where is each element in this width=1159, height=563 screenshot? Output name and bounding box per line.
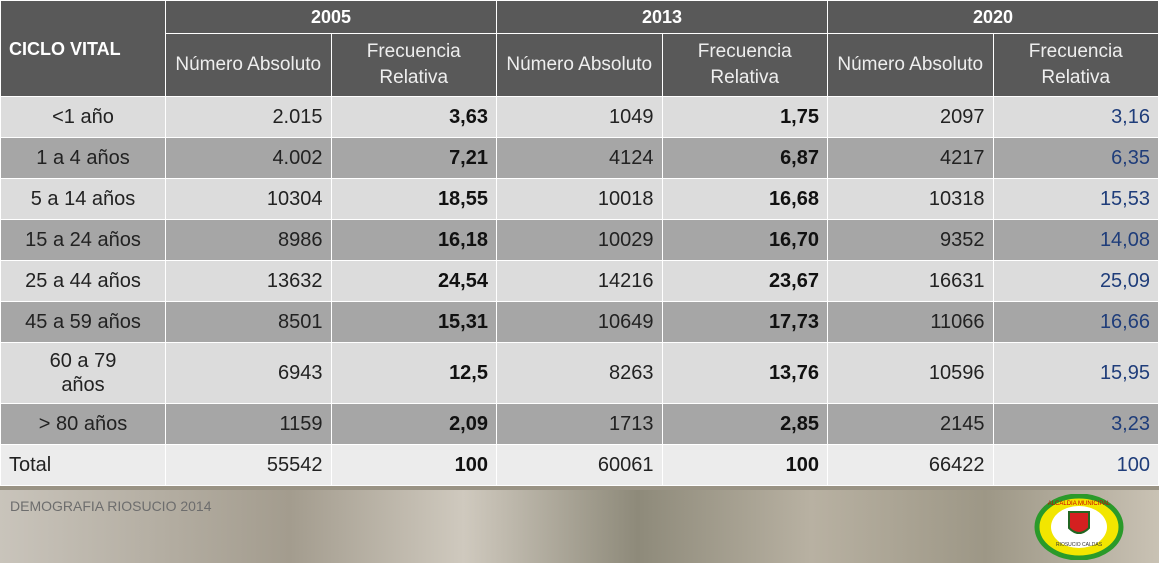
table-row: 25 a 44 años 13632 24,54 14216 23,67 16631 25,… — [0, 260, 1159, 302]
column-header: Frecuencia Relativa — [330, 33, 497, 97]
cell: 18,55 — [330, 178, 497, 220]
logo-text: RIOSUCIO CALDAS — [1056, 542, 1103, 548]
cell: 15,53 — [992, 178, 1159, 220]
table-row: Total 55542 100 60061 100 66422 100 — [0, 444, 1159, 486]
row-label: <1 año — [0, 96, 166, 138]
cell: 16631 — [827, 260, 994, 302]
logo: ALCALDIA MUNICIPAL RIOSUCIO CALDAS — [1034, 494, 1124, 560]
column-header: Número Absoluto — [496, 33, 663, 97]
cell: 100 — [992, 444, 1159, 486]
cell: 4124 — [496, 137, 663, 179]
row-label: > 80 años — [0, 403, 166, 445]
cell: 2097 — [827, 96, 994, 138]
logo-shield — [1068, 511, 1090, 534]
cell: 16,66 — [992, 301, 1159, 343]
table-row: <1 año 2.015 3,63 1049 1,75 2097 3,16 — [0, 96, 1159, 138]
cell: 100 — [330, 444, 497, 486]
cell: 10029 — [496, 219, 663, 261]
table-row: 15 a 24 años 8986 16,18 10029 16,70 9352 14,08 — [0, 219, 1159, 261]
cell: 13,76 — [661, 342, 828, 404]
column-header: Frecuencia Relativa — [992, 33, 1159, 97]
cell: 1713 — [496, 403, 663, 445]
cell: 13632 — [165, 260, 332, 302]
column-header: Frecuencia Relativa — [661, 33, 828, 97]
cell: 3,16 — [992, 96, 1159, 138]
cell: 10304 — [165, 178, 332, 220]
row-label: 45 a 59 años — [0, 301, 166, 343]
row-label: 60 a 79 años — [0, 342, 166, 404]
cell: 24,54 — [330, 260, 497, 302]
row-label: 5 a 14 años — [0, 178, 166, 220]
logo-text: ALCALDIA MUNICIPAL — [1048, 501, 1111, 507]
cell: 4217 — [827, 137, 994, 179]
cell: 3,63 — [330, 96, 497, 138]
cell: 2,85 — [661, 403, 828, 445]
cell: 16,70 — [661, 219, 828, 261]
cell: 14216 — [496, 260, 663, 302]
table-row: 45 a 59 años 8501 15,31 10649 17,73 11066 16,6… — [0, 301, 1159, 343]
header-title: CICLO VITAL — [0, 0, 166, 97]
cell: 55542 — [165, 444, 332, 486]
cell: 8986 — [165, 219, 332, 261]
cell: 6,87 — [661, 137, 828, 179]
cell: 23,67 — [661, 260, 828, 302]
table-row: 1 a 4 años 4.002 7,21 4124 6,87 4217 6,35 — [0, 137, 1159, 179]
demography-table: CICLO VITAL 2005 2013 2020 Número Absoluto… — [0, 0, 1159, 486]
cell: 1,75 — [661, 96, 828, 138]
cell: 6943 — [165, 342, 332, 404]
year-header: 2013 — [496, 0, 828, 34]
table-row: 60 a 79 años 6943 12,5 8263 13,76 10596 15,95 — [0, 342, 1159, 404]
background-photo — [0, 490, 1159, 563]
cell: 2145 — [827, 403, 994, 445]
cell: 15,31 — [330, 301, 497, 343]
year-header: 2005 — [165, 0, 497, 34]
cell: 60061 — [496, 444, 663, 486]
cell: 8263 — [496, 342, 663, 404]
cell: 3,23 — [992, 403, 1159, 445]
cell: 2,09 — [330, 403, 497, 445]
cell: 1049 — [496, 96, 663, 138]
cell: 16,18 — [330, 219, 497, 261]
cell: 6,35 — [992, 137, 1159, 179]
column-header: Número Absoluto — [827, 33, 994, 97]
cell: 9352 — [827, 219, 994, 261]
cell: 1159 — [165, 403, 332, 445]
table-row: 5 a 14 años 10304 18,55 10018 16,68 10318 15,5… — [0, 178, 1159, 220]
cell: 12,5 — [330, 342, 497, 404]
year-header: 2020 — [827, 0, 1159, 34]
cell: 17,73 — [661, 301, 828, 343]
cell: 11066 — [827, 301, 994, 343]
row-label: 1 a 4 años — [0, 137, 166, 179]
cell: 10318 — [827, 178, 994, 220]
cell: 25,09 — [992, 260, 1159, 302]
column-header: Número Absoluto — [165, 33, 332, 97]
cell: 10018 — [496, 178, 663, 220]
cell: 100 — [661, 444, 828, 486]
caption: DEMOGRAFIA RIOSUCIO 2014 — [10, 498, 212, 514]
cell: 14,08 — [992, 219, 1159, 261]
cell: 2.015 — [165, 96, 332, 138]
row-label: 25 a 44 años — [0, 260, 166, 302]
cell: 10649 — [496, 301, 663, 343]
cell: 4.002 — [165, 137, 332, 179]
table-row: > 80 años 1159 2,09 1713 2,85 2145 3,23 — [0, 403, 1159, 445]
cell: 16,68 — [661, 178, 828, 220]
cell: 8501 — [165, 301, 332, 343]
cell: 15,95 — [992, 342, 1159, 404]
cell: 10596 — [827, 342, 994, 404]
row-label: 15 a 24 años — [0, 219, 166, 261]
row-label: Total — [0, 444, 166, 486]
cell: 66422 — [827, 444, 994, 486]
cell: 7,21 — [330, 137, 497, 179]
